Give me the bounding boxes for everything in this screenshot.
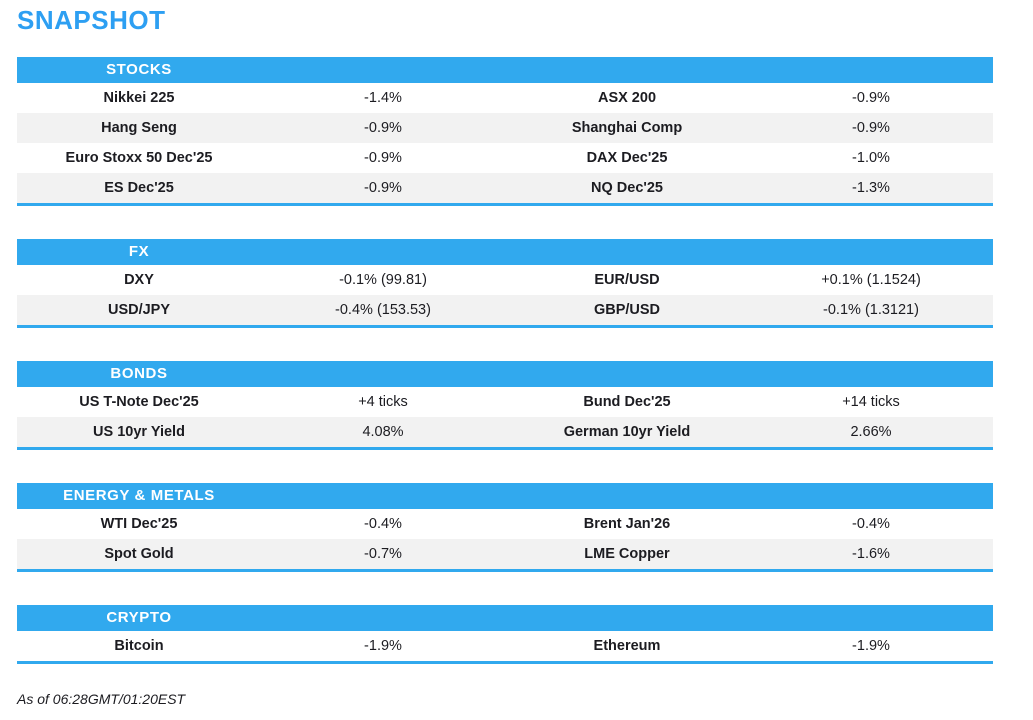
table-row: Nikkei 225 -1.4% ASX 200 -0.9% — [17, 83, 993, 113]
instrument-name: DAX Dec'25 — [586, 149, 668, 166]
instrument-name: German 10yr Yield — [505, 416, 749, 449]
table-row: WTI Dec'25 -0.4% Brent Jan'26 -0.4% — [17, 509, 993, 539]
instrument-value: -1.6% — [749, 538, 993, 571]
table-row: Bitcoin -1.9% Ethereum -1.9% — [17, 631, 993, 663]
instrument-value: -1.3% — [749, 172, 993, 205]
section-header-filler — [261, 238, 505, 265]
section-title: CRYPTO — [17, 604, 261, 631]
instrument-name: Shanghai Comp — [505, 112, 749, 143]
section-header-row: ENERGY & METALS — [17, 482, 993, 509]
instrument-name: Bund Dec'25 — [583, 393, 671, 410]
section-header-filler — [505, 238, 749, 265]
instrument-value: -0.1% (99.81) — [339, 271, 427, 288]
instrument-name: LME Copper — [505, 538, 749, 571]
table-row: ES Dec'25 -0.9% NQ Dec'25 -1.3% — [17, 172, 993, 205]
section-header-row: STOCKS — [17, 56, 993, 83]
section-header-filler — [505, 482, 749, 509]
instrument-value: -0.4% — [852, 515, 890, 532]
instrument-value: -0.9% — [749, 112, 993, 143]
section-title: BONDS — [17, 360, 261, 387]
table-row: Hang Seng -0.9% Shanghai Comp -0.9% — [17, 112, 993, 143]
instrument-value: -0.4% — [364, 515, 402, 532]
instrument-value: 4.08% — [261, 416, 505, 449]
instrument-name: US 10yr Yield — [17, 416, 261, 449]
instrument-name: ASX 200 — [597, 89, 657, 106]
section-header-filler — [261, 604, 505, 631]
instrument-name: Brent Jan'26 — [583, 515, 671, 532]
instrument-name: Bitcoin — [114, 637, 164, 654]
instrument-name: ES Dec'25 — [17, 172, 261, 205]
section-title: STOCKS — [17, 56, 261, 83]
section-title: FX — [17, 238, 261, 265]
section-header-filler — [261, 56, 505, 83]
instrument-value: -1.0% — [852, 149, 890, 166]
instrument-value: +0.1% (1.1524) — [821, 271, 921, 288]
timestamp-note: As of 06:28GMT/01:20EST — [17, 690, 186, 707]
section-header-filler — [261, 482, 505, 509]
table-row: USD/JPY -0.4% (153.53) GBP/USD -0.1% (1.312… — [17, 294, 993, 327]
instrument-name: Hang Seng — [17, 112, 261, 143]
section-table: ENERGY & METALS WTI Dec'25 -0.4% Brent Jan'… — [17, 482, 993, 572]
instrument-value: 2.66% — [749, 416, 993, 449]
instrument-value: -0.9% — [261, 112, 505, 143]
section-table: BONDS US T-Note Dec'25 +4 ticks Bund Dec'25… — [17, 360, 993, 450]
table-row: US 10yr Yield 4.08% German 10yr Yield 2.66% — [17, 416, 993, 449]
section-header-row: CRYPTO — [17, 604, 993, 631]
sections-container: STOCKS Nikkei 225 -1.4% ASX 200 -0.9% Hang Se… — [17, 56, 993, 664]
section-header-filler — [749, 238, 993, 265]
section-header-row: FX — [17, 238, 993, 265]
section-header-filler — [749, 360, 993, 387]
section-header-filler — [505, 56, 749, 83]
instrument-name: GBP/USD — [505, 294, 749, 327]
instrument-name: Euro Stoxx 50 Dec'25 — [65, 149, 213, 166]
instrument-value: +14 ticks — [842, 393, 900, 410]
instrument-value: -1.9% — [852, 637, 890, 654]
instrument-value: -0.9% — [261, 172, 505, 205]
instrument-value: -0.1% (1.3121) — [749, 294, 993, 327]
instrument-value: -1.4% — [364, 89, 402, 106]
table-row: DXY -0.1% (99.81) EUR/USD +0.1% (1.1524) — [17, 265, 993, 295]
section-header-row: BONDS — [17, 360, 993, 387]
section-header-filler — [505, 604, 749, 631]
table-row: Spot Gold -0.7% LME Copper -1.6% — [17, 538, 993, 571]
section-header-filler — [505, 360, 749, 387]
instrument-name: DXY — [124, 271, 154, 288]
section-table: CRYPTO Bitcoin -1.9% Ethereum -1.9% — [17, 604, 993, 664]
instrument-value: -0.4% (153.53) — [261, 294, 505, 327]
instrument-name: Ethereum — [593, 637, 661, 654]
table-row: US T-Note Dec'25 +4 ticks Bund Dec'25 +14 t… — [17, 387, 993, 417]
instrument-value: -1.9% — [364, 637, 402, 654]
section-title: ENERGY & METALS — [17, 482, 261, 509]
instrument-name: WTI Dec'25 — [100, 515, 178, 532]
section-header-filler — [749, 604, 993, 631]
table-row: Euro Stoxx 50 Dec'25 -0.9% DAX Dec'25 -1.0% — [17, 143, 993, 173]
instrument-value: -0.9% — [364, 149, 402, 166]
section-header-filler — [261, 360, 505, 387]
instrument-name: US T-Note Dec'25 — [79, 393, 199, 410]
page-title: SNAPSHOT — [17, 5, 166, 35]
instrument-value: -0.9% — [852, 89, 890, 106]
section-table: STOCKS Nikkei 225 -1.4% ASX 200 -0.9% Hang Se… — [17, 56, 993, 206]
instrument-name: USD/JPY — [17, 294, 261, 327]
section-header-filler — [749, 56, 993, 83]
section-table: FX DXY -0.1% (99.81) EUR/USD +0.1% (1.1524) U… — [17, 238, 993, 328]
instrument-name: EUR/USD — [594, 271, 660, 288]
instrument-name: Spot Gold — [17, 538, 261, 571]
section-header-filler — [749, 482, 993, 509]
instrument-value: -0.7% — [261, 538, 505, 571]
instrument-name: Nikkei 225 — [103, 89, 175, 106]
instrument-value: +4 ticks — [358, 393, 408, 410]
instrument-name: NQ Dec'25 — [505, 172, 749, 205]
